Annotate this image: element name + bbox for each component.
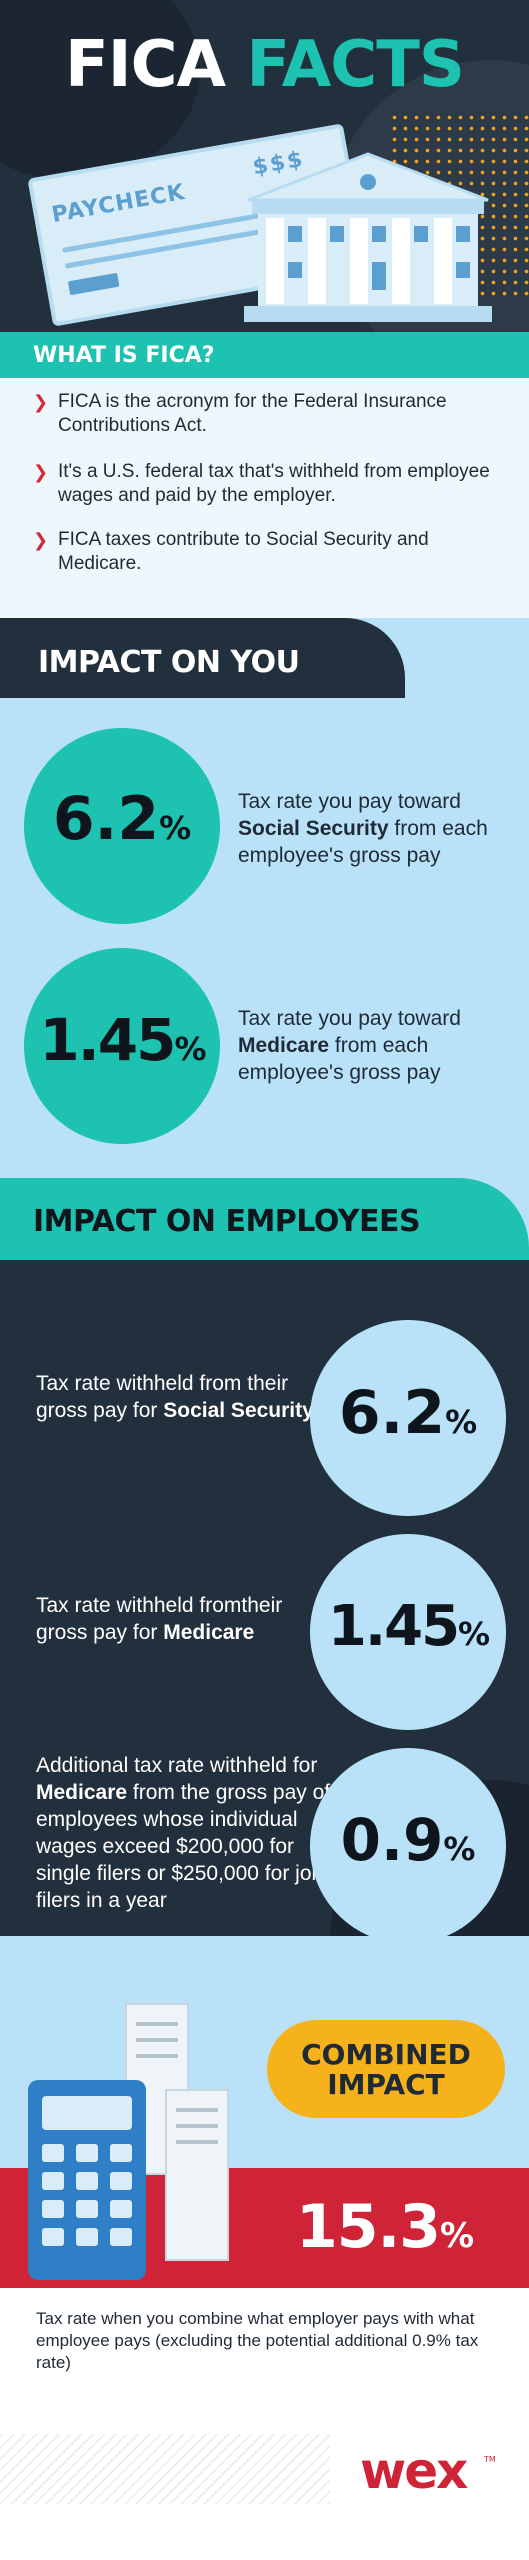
bank-building-icon [244, 152, 492, 322]
combined-rate-caption: Tax rate when you combine what employer … [36, 2309, 479, 2372]
chevron-right-icon: ❯ [33, 462, 49, 483]
svg-text:wex: wex [360, 2442, 468, 2500]
impact-on-employees-section: Tax rate withheld from their gross pay f… [0, 1260, 529, 1936]
rate-circle: 6.2% [310, 1320, 506, 1516]
calculator-receipt-icon [28, 2003, 229, 2280]
rate-circle: 1.45% [310, 1534, 506, 1730]
combined-impact-label: COMBINED IMPACT [301, 2038, 471, 2101]
paycheck-label: PAYCHECK [49, 179, 188, 228]
page-title: FICA FACTS [0, 28, 529, 102]
chevron-right-icon: ❯ [33, 530, 49, 551]
rate-value: 0.9% [340, 1806, 476, 1874]
impact-on-you-section: 6.2% Tax rate you pay toward Social Secu… [0, 618, 529, 1178]
rate-value: 6.2% [338, 1378, 478, 1448]
chevron-right-icon: ❯ [33, 392, 49, 413]
rate-description: Tax rate withheld fromtheir gross pay fo… [36, 1594, 283, 1644]
rate-description: Tax rate you pay toward Social Security … [238, 790, 488, 867]
title-word-facts: FACTS [246, 28, 465, 102]
combined-impact-badge [267, 2020, 505, 2118]
impact-on-employees-tab [0, 1178, 529, 1260]
svg-text:TM: TM [483, 2455, 496, 2464]
rate-value: 1.45% [327, 1594, 490, 1659]
what-is-fica-heading: WHAT IS FICA? [33, 343, 215, 368]
rate-description: Tax rate withheld from their gross pay f… [36, 1372, 314, 1422]
rate-description: Additional tax rate withheld for Medicar… [36, 1754, 334, 1912]
rate-description: Tax rate you pay toward Medicare from ea… [238, 1007, 461, 1084]
rate-value: 6.2% [52, 784, 192, 854]
what-is-fica-body: ❯ FICA is the acronym for the Federal In… [0, 378, 529, 620]
stripe-pattern [0, 2434, 330, 2504]
rate-circle: 0.9% [310, 1748, 506, 1936]
impact-on-you-heading: IMPACT ON YOU [38, 645, 300, 680]
bullet-item: FICA is the acronym for the Federal Insu… [58, 391, 447, 436]
impact-on-you-tab [0, 618, 405, 698]
bullet-item: FICA taxes contribute to Social Security… [58, 529, 429, 574]
rate-value: 1.45% [39, 1006, 206, 1074]
paycheck-box [67, 272, 120, 296]
rate-circle: 1.45% [24, 948, 220, 1144]
rate-circle: 6.2% [24, 728, 220, 924]
wex-logo: wex TM [360, 2442, 496, 2500]
title-word-fica: FICA [65, 28, 226, 102]
footer [0, 2288, 529, 2560]
what-is-fica-bar [0, 332, 529, 378]
bullet-item: It's a U.S. federal tax that's withheld … [58, 461, 490, 506]
combined-rate-value: 15.3% [296, 2192, 474, 2262]
impact-on-employees-heading: IMPACT ON EMPLOYEES [33, 1204, 421, 1239]
